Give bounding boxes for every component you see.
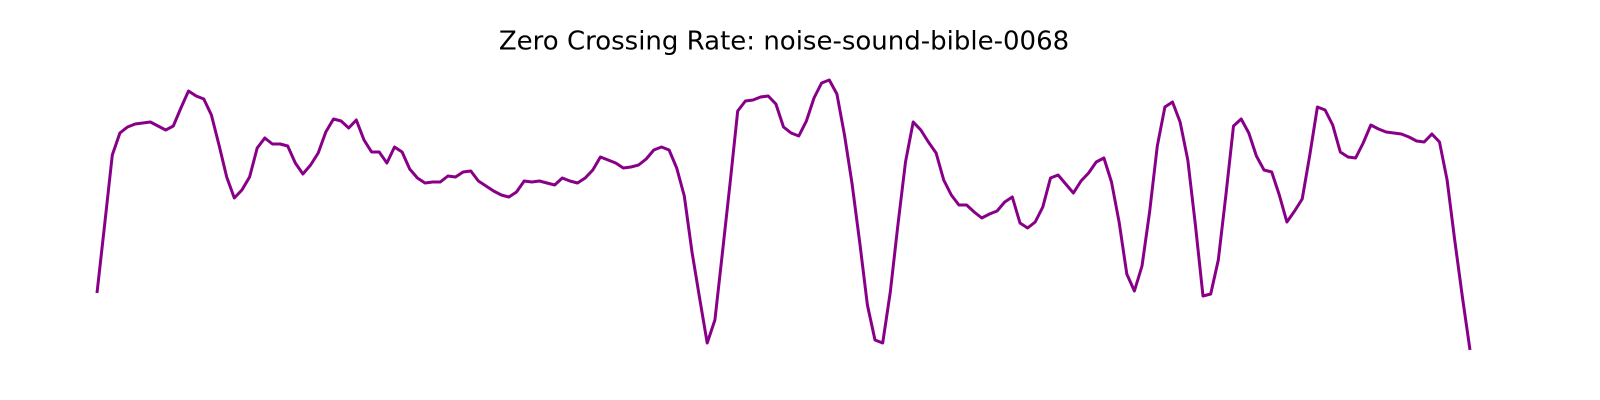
zcr-line <box>95 78 1472 351</box>
chart-title: Zero Crossing Rate: noise-sound-bible-00… <box>499 27 1069 57</box>
